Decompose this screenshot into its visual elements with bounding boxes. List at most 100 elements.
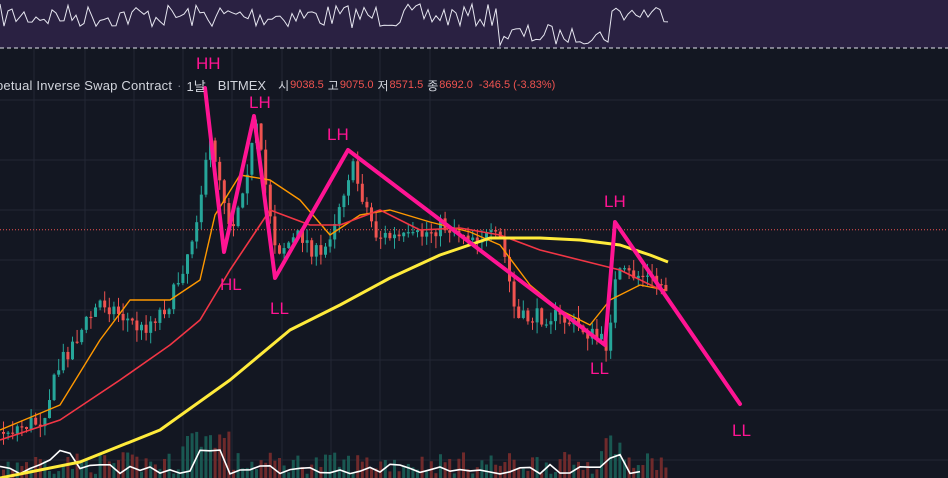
candle[interactable]: [641, 265, 645, 287]
candle[interactable]: [305, 229, 309, 253]
candle[interactable]: [163, 299, 166, 319]
candle[interactable]: [521, 300, 525, 320]
candle[interactable]: [250, 142, 254, 181]
candle[interactable]: [43, 417, 47, 436]
candle[interactable]: [181, 265, 185, 286]
candle[interactable]: [153, 318, 157, 332]
candle[interactable]: [319, 234, 323, 265]
candle[interactable]: [236, 205, 240, 228]
candle[interactable]: [75, 329, 79, 344]
candle[interactable]: [287, 241, 291, 249]
candle[interactable]: [535, 298, 539, 334]
candle[interactable]: [402, 232, 406, 242]
candle[interactable]: [241, 192, 245, 209]
candle[interactable]: [540, 307, 544, 327]
candle[interactable]: [149, 316, 153, 344]
candle[interactable]: [397, 230, 401, 242]
candle[interactable]: [324, 243, 327, 258]
candle[interactable]: [66, 346, 70, 368]
candle[interactable]: [52, 373, 56, 402]
candle[interactable]: [627, 265, 631, 279]
candle[interactable]: [61, 343, 65, 374]
candle[interactable]: [15, 424, 19, 442]
candle[interactable]: [351, 158, 355, 183]
candle[interactable]: [29, 409, 33, 433]
candles-layer[interactable]: [2, 119, 668, 445]
candle[interactable]: [517, 298, 521, 319]
candle[interactable]: [186, 254, 189, 284]
candle[interactable]: [126, 312, 130, 332]
candle[interactable]: [425, 221, 429, 245]
candle[interactable]: [94, 303, 97, 317]
candle[interactable]: [264, 139, 268, 194]
candle[interactable]: [103, 291, 107, 313]
candle[interactable]: [158, 307, 162, 330]
candle[interactable]: [117, 297, 120, 322]
candle[interactable]: [245, 164, 249, 205]
candle[interactable]: [531, 317, 534, 330]
candle[interactable]: [374, 212, 378, 242]
candle[interactable]: [190, 239, 194, 259]
candle[interactable]: [613, 271, 617, 329]
candle[interactable]: [195, 215, 199, 249]
candle[interactable]: [268, 179, 272, 224]
candle[interactable]: [466, 227, 470, 247]
candle[interactable]: [140, 321, 143, 340]
candle[interactable]: [310, 237, 314, 265]
candle[interactable]: [48, 389, 51, 419]
candle[interactable]: [282, 242, 286, 261]
candle[interactable]: [393, 226, 396, 249]
candle[interactable]: [388, 231, 392, 241]
candle[interactable]: [112, 301, 116, 321]
candle[interactable]: [411, 222, 415, 236]
candle[interactable]: [130, 317, 134, 325]
candle[interactable]: [199, 185, 203, 230]
candle[interactable]: [167, 307, 171, 318]
candle[interactable]: [80, 328, 84, 345]
candle[interactable]: [512, 271, 516, 319]
candle[interactable]: [71, 336, 74, 361]
candle[interactable]: [379, 230, 383, 249]
candle[interactable]: [544, 318, 548, 328]
candle[interactable]: [549, 312, 553, 334]
candle[interactable]: [273, 204, 277, 254]
candle[interactable]: [503, 228, 507, 263]
legend-timeframe[interactable]: 1날: [186, 78, 206, 94]
candle[interactable]: [609, 314, 613, 359]
candle[interactable]: [434, 228, 438, 249]
candle[interactable]: [218, 156, 222, 190]
candle[interactable]: [222, 179, 226, 215]
candle[interactable]: [526, 307, 530, 325]
candle[interactable]: [365, 197, 369, 214]
candle[interactable]: [107, 297, 111, 323]
candle[interactable]: [6, 431, 10, 440]
candle[interactable]: [57, 358, 61, 377]
candle[interactable]: [204, 152, 208, 198]
candle[interactable]: [98, 299, 102, 311]
candle[interactable]: [314, 243, 318, 266]
legend-symbol[interactable]: petual Inverse Swap Contract: [0, 77, 173, 93]
candle[interactable]: [664, 277, 668, 292]
candle[interactable]: [38, 413, 42, 438]
candle[interactable]: [448, 227, 452, 243]
candle[interactable]: [429, 223, 433, 244]
candle[interactable]: [406, 224, 410, 238]
candle[interactable]: [144, 315, 148, 341]
candle[interactable]: [121, 303, 125, 331]
candle[interactable]: [89, 311, 93, 329]
candle[interactable]: [337, 203, 341, 233]
candle[interactable]: [370, 202, 373, 228]
candle[interactable]: [135, 311, 139, 342]
candle[interactable]: [278, 243, 281, 255]
candle[interactable]: [360, 173, 364, 205]
candle[interactable]: [84, 315, 88, 334]
candle[interactable]: [2, 421, 5, 445]
candle[interactable]: [342, 193, 346, 218]
candle[interactable]: [347, 174, 350, 206]
candle[interactable]: [259, 123, 263, 151]
candle[interactable]: [420, 223, 424, 246]
candle[interactable]: [176, 272, 180, 287]
candle[interactable]: [383, 225, 387, 245]
